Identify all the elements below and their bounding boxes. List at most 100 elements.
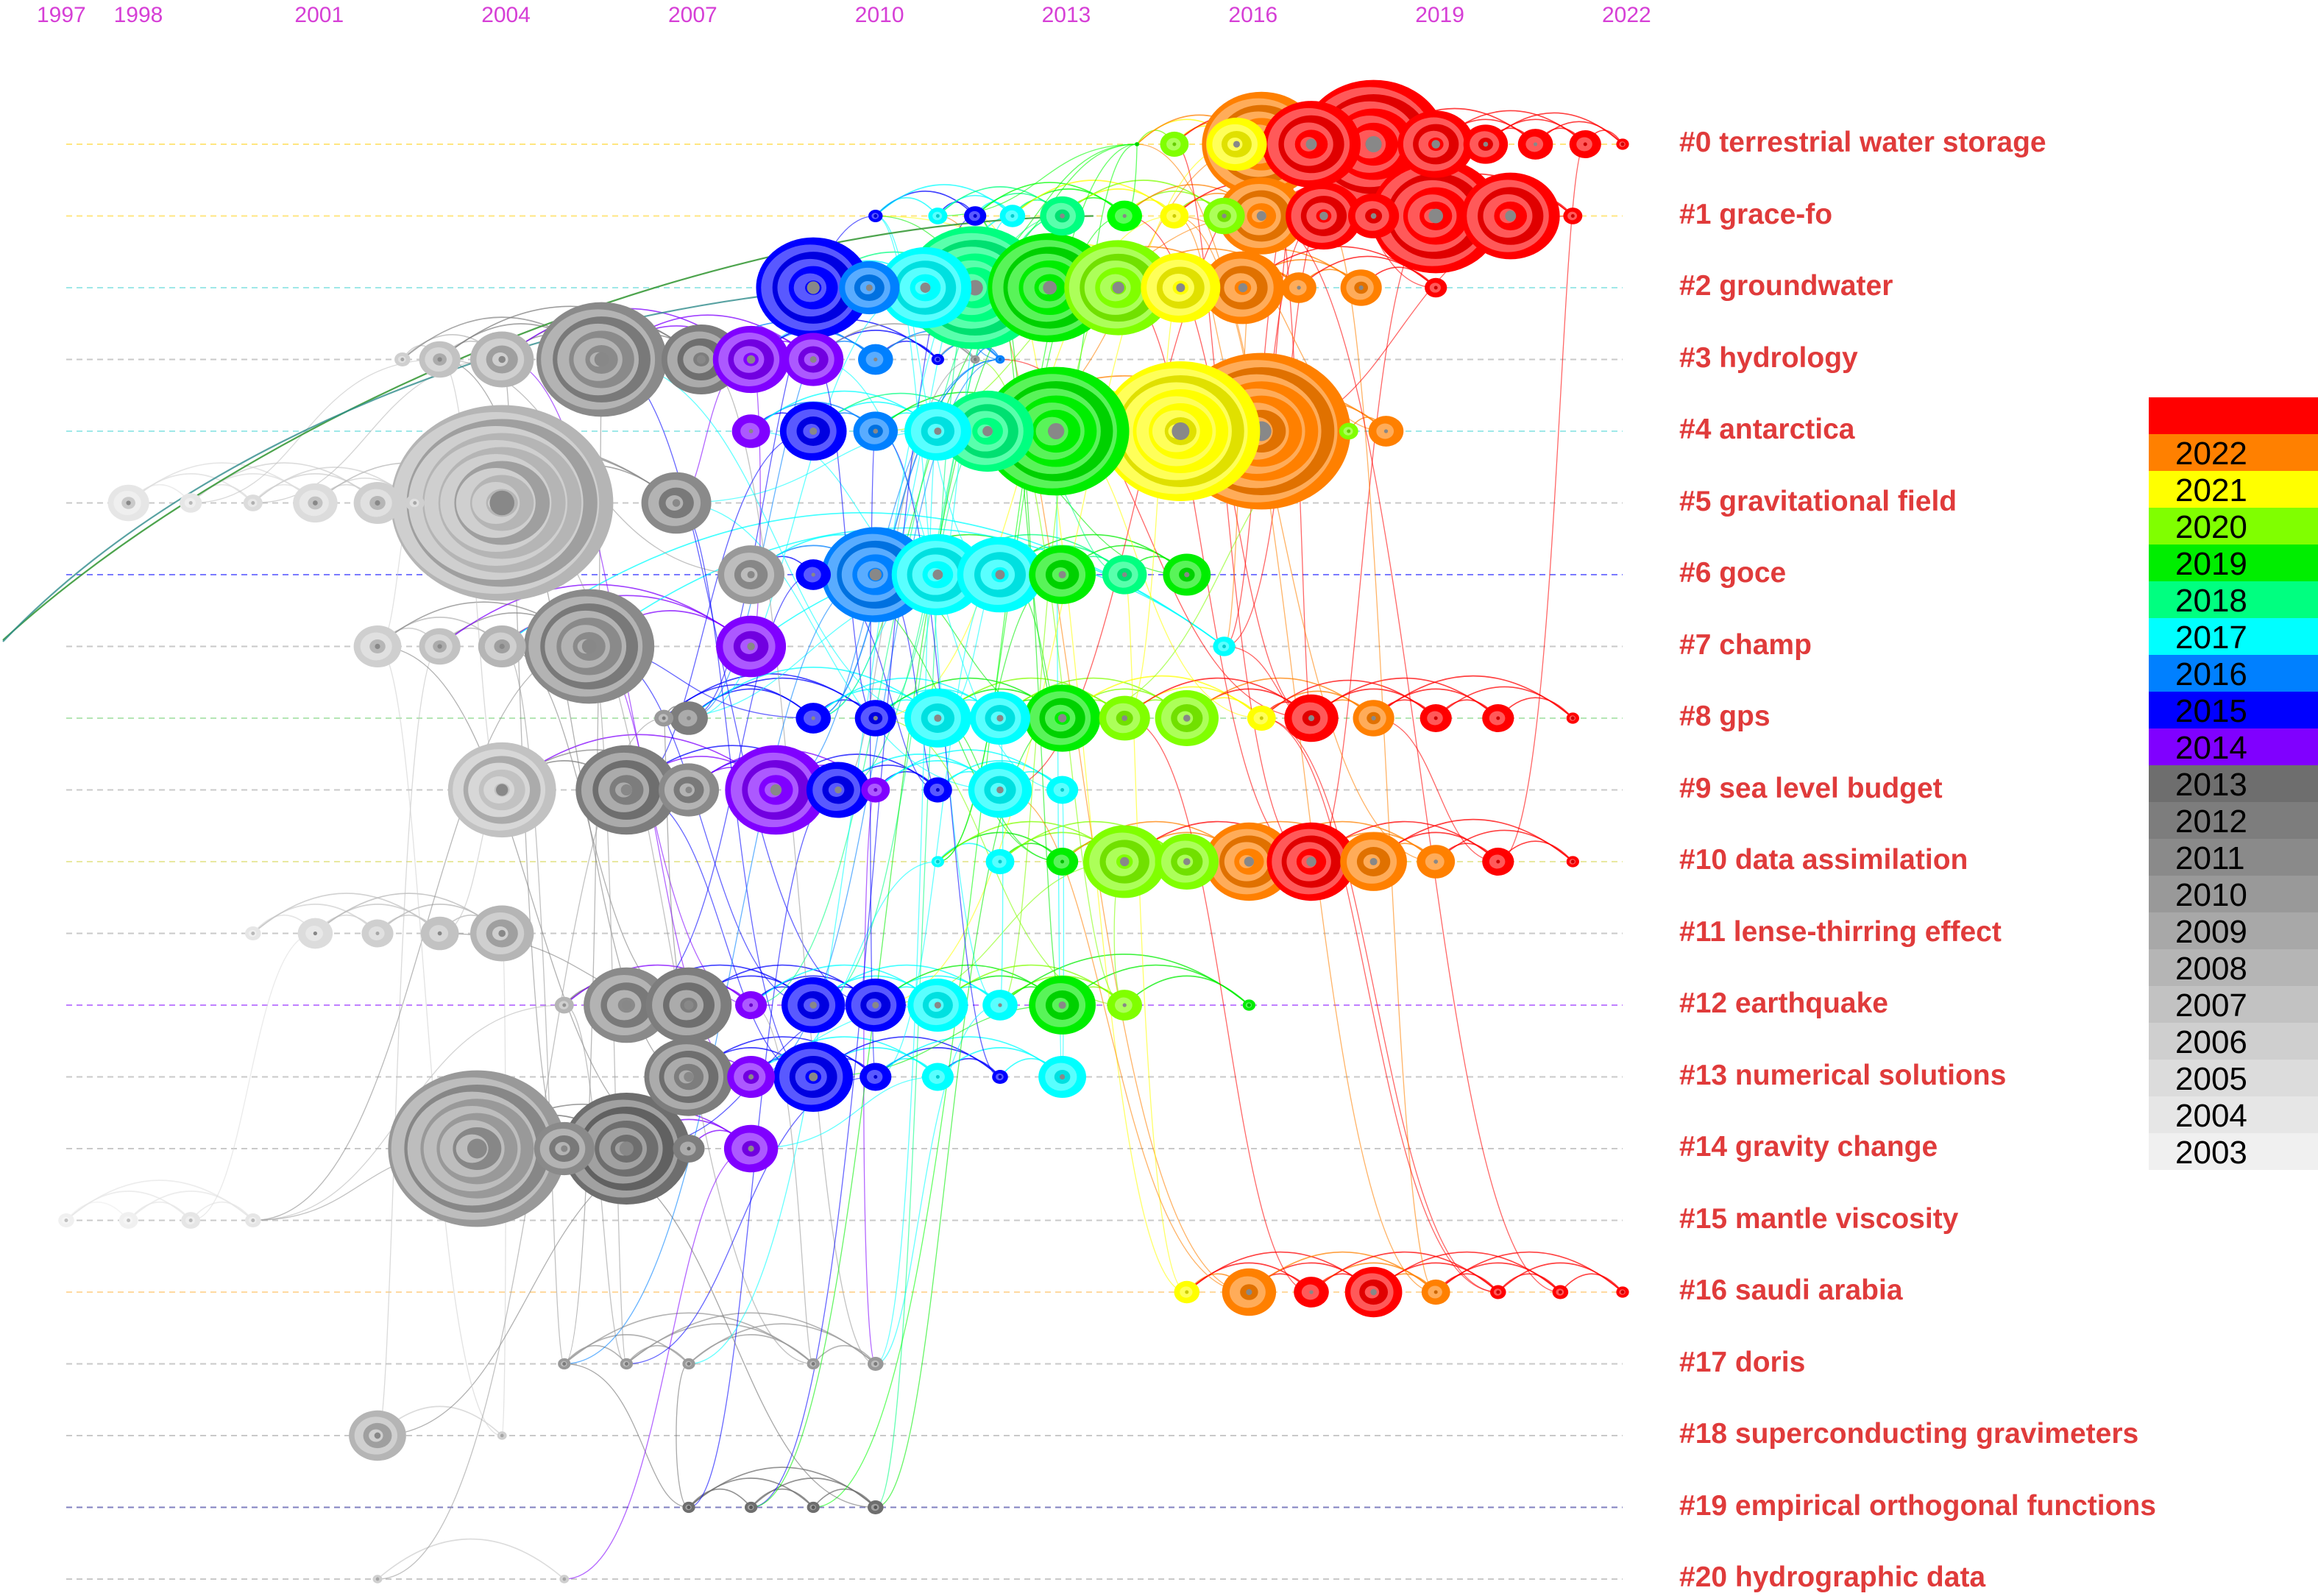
cross-cluster-link (377, 645, 440, 1436)
citation-node-core (1060, 788, 1065, 792)
citation-node-core (687, 716, 691, 720)
citation-node (1134, 142, 1140, 146)
citation-node-core (1048, 422, 1065, 440)
citation-node-core (935, 214, 940, 218)
citation-node-core (1383, 429, 1389, 433)
cluster-label: #17 doris (1679, 1346, 1806, 1378)
year-label: 1998 (113, 3, 163, 27)
citation-node-core (1306, 856, 1316, 867)
citation-node (1099, 695, 1150, 741)
cross-cluster-link (564, 358, 603, 1365)
citation-node (928, 208, 948, 224)
citation-node (536, 302, 667, 417)
citation-node (1370, 158, 1501, 274)
citation-node (391, 405, 614, 601)
citation-node-core (499, 643, 505, 650)
legend-row: 2009 (2149, 912, 2318, 950)
citation-node-core (64, 1219, 68, 1222)
citation-node (1425, 277, 1447, 298)
citation-node-core (437, 644, 442, 649)
citation-node (641, 472, 712, 534)
citation-node-core (1570, 859, 1575, 864)
citation-node (1368, 416, 1404, 447)
cluster-label: #1 grace-fo (1679, 198, 1833, 230)
citation-node (559, 1575, 570, 1583)
citation-node-core (809, 355, 817, 363)
legend-row: 2008 (2149, 949, 2318, 987)
citation-node-core (1433, 1290, 1438, 1294)
citation-node-core (1010, 214, 1015, 218)
citation-node-core (375, 643, 380, 650)
cross-cluster-link (502, 645, 565, 1365)
citation-node-core (498, 355, 506, 363)
citation-node-core (1122, 1003, 1127, 1007)
cluster-label: #18 superconducting gravimeters (1679, 1418, 2139, 1450)
citation-node (1064, 240, 1173, 336)
citation-node-core (1172, 214, 1177, 218)
citation-node (1281, 272, 1316, 303)
cluster-label: #6 goce (1679, 557, 1787, 589)
citation-node (58, 1213, 74, 1227)
legend-year-label: 2018 (2175, 583, 2247, 619)
citation-node-core (594, 352, 609, 367)
citation-node-core (1433, 716, 1438, 720)
citation-node (1206, 117, 1267, 171)
citation-node (744, 1501, 758, 1514)
citation-node (868, 1500, 884, 1514)
citation-node (1101, 361, 1261, 501)
citation-node-core (696, 355, 706, 364)
cross-cluster-link (601, 358, 938, 719)
citation-node (779, 402, 847, 461)
legend-year-label: 2022 (2175, 436, 2247, 472)
citation-node (795, 703, 831, 734)
cross-cluster-link (1261, 717, 1498, 1293)
citation-node-core (467, 1138, 487, 1159)
citation-node (904, 689, 971, 748)
cross-cluster-link (1261, 717, 1498, 1293)
citation-node-core (1370, 1288, 1377, 1296)
citation-node-core (684, 1000, 694, 1010)
cross-cluster-link (1498, 143, 1586, 862)
citation-node (957, 536, 1043, 613)
cluster-label: #15 mantle viscosity (1679, 1202, 1959, 1235)
citation-node-core (687, 1362, 691, 1366)
citation-node (868, 209, 883, 223)
citation-node-core (188, 501, 193, 505)
citation-node (245, 1213, 261, 1227)
cluster-label: #9 sea level budget (1679, 772, 1943, 804)
cross-cluster-link (676, 502, 1001, 791)
citation-node (670, 701, 708, 735)
citation-node (923, 777, 952, 803)
legend-row: 2011 (2149, 839, 2318, 876)
citation-arc (65, 1202, 130, 1221)
citation-node (1490, 1285, 1506, 1299)
citation-node (931, 856, 945, 868)
legend-row: 2017 (2149, 618, 2318, 656)
citation-node (107, 484, 149, 522)
citation-node (1566, 712, 1579, 724)
cross-cluster-link (875, 1004, 1001, 1365)
citation-node-core (998, 859, 1002, 864)
citation-node (1517, 129, 1553, 160)
citation-node-core (1558, 1290, 1562, 1294)
citation-node-core (748, 429, 754, 433)
citation-arc (564, 1334, 690, 1365)
year-label: 2007 (668, 3, 717, 27)
citation-node (1222, 1268, 1277, 1316)
citation-node-core (1057, 714, 1067, 723)
citation-node-core (1431, 140, 1440, 149)
citation-node-core (1365, 135, 1382, 153)
citation-node-core (374, 1432, 381, 1439)
citation-node (1463, 124, 1509, 164)
citation-node (858, 344, 893, 375)
citation-node-core (375, 1577, 380, 1581)
legend-year-label: 2019 (2175, 546, 2247, 582)
citation-node-core (1183, 714, 1191, 722)
cross-cluster-link (601, 358, 876, 1006)
citation-node (470, 905, 534, 962)
citation-node-core (869, 568, 882, 581)
cluster-label: #13 numerical solutions (1679, 1059, 2007, 1091)
citation-node (1141, 252, 1221, 323)
citation-node (1160, 131, 1189, 157)
citation-node-core (672, 499, 681, 507)
